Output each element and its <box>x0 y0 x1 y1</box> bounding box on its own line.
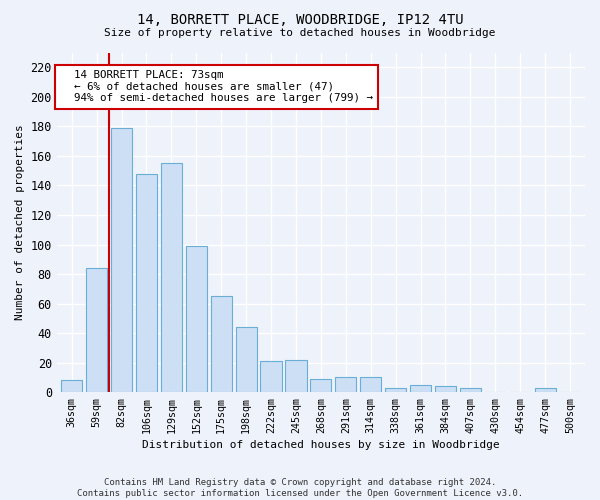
Bar <box>111 128 132 392</box>
Bar <box>211 296 232 392</box>
Text: Contains HM Land Registry data © Crown copyright and database right 2024.
Contai: Contains HM Land Registry data © Crown c… <box>77 478 523 498</box>
Bar <box>310 379 331 392</box>
Bar <box>286 360 307 392</box>
Y-axis label: Number of detached properties: Number of detached properties <box>15 124 25 320</box>
Bar <box>410 385 431 392</box>
Bar <box>460 388 481 392</box>
Text: 14, BORRETT PLACE, WOODBRIDGE, IP12 4TU: 14, BORRETT PLACE, WOODBRIDGE, IP12 4TU <box>137 12 463 26</box>
Bar <box>385 388 406 392</box>
Bar <box>360 378 382 392</box>
Bar <box>435 386 456 392</box>
Bar <box>61 380 82 392</box>
Bar <box>136 174 157 392</box>
Text: Size of property relative to detached houses in Woodbridge: Size of property relative to detached ho… <box>104 28 496 38</box>
Bar <box>161 164 182 392</box>
Bar <box>186 246 207 392</box>
Text: 14 BORRETT PLACE: 73sqm
  ← 6% of detached houses are smaller (47)
  94% of semi: 14 BORRETT PLACE: 73sqm ← 6% of detached… <box>61 70 373 103</box>
Bar <box>86 268 107 392</box>
Bar <box>260 361 281 392</box>
Bar <box>236 327 257 392</box>
Bar <box>535 388 556 392</box>
X-axis label: Distribution of detached houses by size in Woodbridge: Distribution of detached houses by size … <box>142 440 500 450</box>
Bar <box>335 378 356 392</box>
